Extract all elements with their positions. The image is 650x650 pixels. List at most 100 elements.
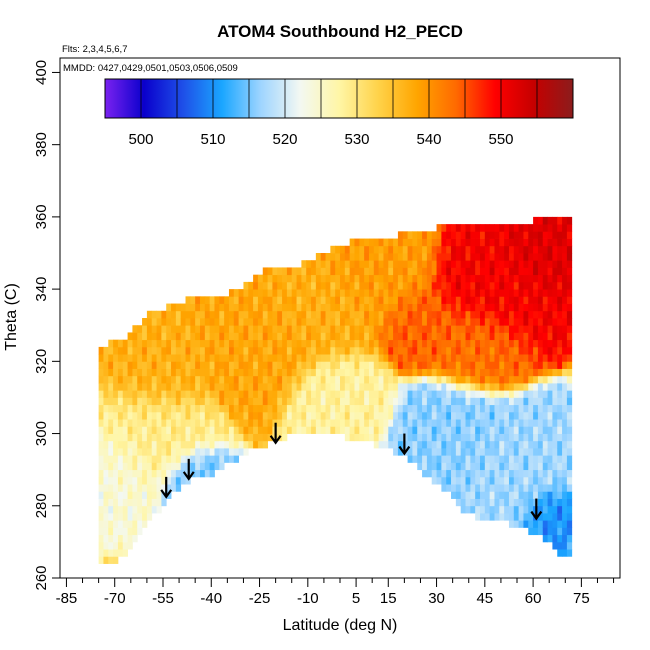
heatmap-cell: [499, 339, 505, 348]
heatmap-cell: [499, 354, 505, 362]
heatmap-cell: [262, 296, 268, 304]
heatmap-cell: [513, 455, 520, 463]
heatmap-cell: [422, 419, 428, 427]
heatmap-cell: [528, 238, 534, 247]
heatmap-cell: [354, 419, 360, 427]
heatmap-cell: [475, 332, 481, 341]
heatmap-cell: [161, 469, 167, 478]
heatmap-cell: [243, 368, 249, 377]
heatmap-cell: [233, 411, 240, 420]
heatmap-cell: [142, 469, 148, 478]
heatmap-cell: [272, 289, 278, 297]
heatmap-cell: [364, 354, 370, 362]
heatmap-cell: [557, 433, 563, 442]
heatmap-cell: [349, 303, 355, 312]
heatmap-cell: [441, 303, 447, 312]
heatmap-cell: [166, 411, 172, 420]
heatmap-cell: [417, 325, 423, 333]
heatmap-cell: [180, 303, 186, 312]
heatmap-cell: [566, 216, 573, 225]
heatmap-cell: [146, 505, 153, 514]
heatmap-cell: [282, 296, 288, 304]
heatmap-cell: [200, 361, 206, 369]
heatmap-cell: [117, 527, 124, 536]
heatmap-cell: [156, 505, 162, 514]
heatmap-cell: [465, 498, 471, 507]
heatmap-cell: [441, 346, 447, 355]
heatmap-cell: [489, 274, 495, 283]
heatmap-cell: [480, 505, 486, 514]
heatmap-cell: [451, 238, 457, 247]
heatmap-cell: [426, 339, 433, 348]
heatmap-cell: [426, 296, 433, 304]
heatmap-cell: [542, 231, 548, 239]
heatmap-cell: [340, 354, 346, 362]
heatmap-cell: [489, 455, 495, 463]
heatmap-cell: [98, 361, 104, 369]
heatmap-cell: [533, 332, 539, 341]
heatmap-cell: [378, 289, 384, 297]
heatmap-cell: [475, 390, 481, 398]
heatmap-cell: [238, 346, 244, 355]
heatmap-cell: [190, 361, 196, 369]
heatmap-cell: [480, 332, 486, 341]
heatmap-cell: [494, 303, 500, 312]
heatmap-cell: [489, 404, 495, 413]
heatmap-cell: [426, 462, 433, 471]
heatmap-cell: [480, 383, 486, 391]
heatmap-cell: [542, 404, 548, 413]
heatmap-cell: [528, 289, 534, 297]
heatmap-cell: [475, 281, 481, 290]
heatmap-cell: [431, 426, 437, 434]
heatmap-cell: [301, 339, 307, 348]
heatmap-cell: [117, 404, 124, 413]
heatmap-cell: [557, 224, 563, 232]
heatmap-cell: [248, 426, 254, 434]
heatmap-cell: [311, 289, 317, 297]
heatmap-cell: [190, 404, 196, 413]
heatmap-cell: [441, 448, 447, 456]
heatmap-cell: [146, 361, 153, 369]
heatmap-cell: [393, 361, 399, 369]
heatmap-cell: [484, 346, 491, 355]
heatmap-cell: [412, 368, 418, 377]
heatmap-cell: [441, 238, 447, 247]
heatmap-cell: [146, 462, 153, 471]
heatmap-cell: [156, 318, 162, 326]
heatmap-cell: [142, 383, 148, 391]
heatmap-cell: [489, 361, 495, 369]
heatmap-cell: [537, 455, 544, 463]
heatmap-cell: [373, 339, 380, 348]
heatmap-cell: [566, 419, 573, 427]
heatmap-cell: [518, 332, 524, 341]
heatmap-cell: [296, 339, 302, 348]
heatmap-cell: [508, 375, 515, 384]
heatmap-cell: [431, 354, 437, 362]
heatmap-cell: [460, 325, 466, 333]
heatmap-cell: [441, 332, 447, 341]
heatmap-cell: [417, 238, 423, 247]
heatmap-cell: [113, 433, 119, 442]
heatmap-cell: [180, 448, 186, 456]
heatmap-cell: [108, 404, 114, 413]
heatmap-cell: [402, 318, 408, 326]
heatmap-cell: [354, 433, 360, 442]
heatmap-cell: [480, 238, 486, 247]
heatmap-cell: [233, 332, 240, 341]
heatmap-cell: [378, 411, 384, 420]
heatmap-cell: [368, 332, 375, 341]
heatmap-cell: [552, 245, 558, 254]
heatmap-cell: [393, 404, 399, 413]
heatmap-cell: [566, 433, 573, 442]
heatmap-cell: [306, 289, 312, 297]
heatmap-cell: [156, 346, 162, 355]
heatmap-cell: [219, 332, 225, 341]
heatmap-cell: [426, 303, 433, 312]
heatmap-cell: [142, 426, 148, 434]
heatmap-cell: [267, 281, 273, 290]
heatmap-cell: [494, 231, 500, 239]
heatmap-cell: [547, 361, 553, 369]
heatmap-cell: [455, 238, 462, 247]
heatmap-cell: [248, 339, 254, 348]
heatmap-cell: [542, 375, 548, 384]
